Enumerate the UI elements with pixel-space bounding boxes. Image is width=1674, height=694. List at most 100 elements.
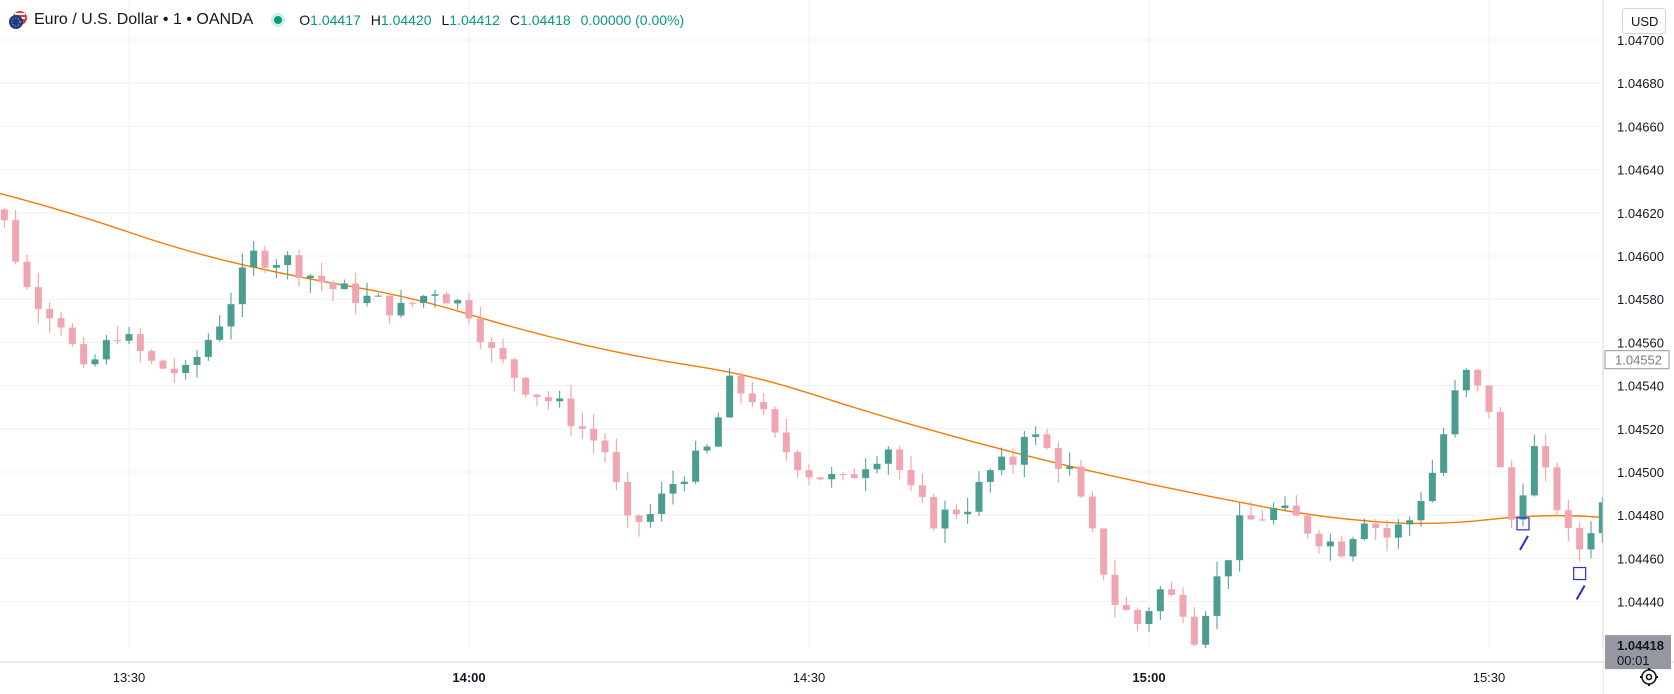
candle-body [828, 473, 836, 480]
candle-body [499, 348, 507, 360]
time-tick-label: 14:00 [452, 670, 485, 685]
symbol-title[interactable]: Euro / U.S. Dollar • 1 • OANDA [34, 11, 254, 28]
candle-body [1020, 436, 1028, 465]
candle-body [318, 275, 326, 283]
candle-body [1530, 446, 1538, 496]
candle-body [57, 318, 65, 328]
candle-body [760, 402, 768, 410]
candle-body [1598, 502, 1606, 534]
candle-body [964, 511, 972, 515]
candle-body [1213, 576, 1221, 616]
candle-body [46, 308, 54, 319]
candle-body [1417, 501, 1425, 521]
price-tick-label: 1.04460 [1617, 551, 1664, 566]
open-key: O [299, 12, 311, 28]
candle-body [782, 432, 790, 453]
candle-body [624, 481, 632, 516]
candle-body [1122, 604, 1130, 610]
candle-body [703, 446, 711, 451]
trade-marker-box[interactable] [1573, 566, 1587, 581]
settings-gear-icon[interactable] [1638, 666, 1660, 688]
candle-body [692, 450, 700, 482]
last-price-label: 1.04418 [1617, 638, 1664, 653]
candle-body [1179, 594, 1187, 617]
ohlc-values: O1.04417 H1.04420 L1.04412 C1.04418 0.00… [299, 12, 684, 28]
chart-header: Euro / U.S. Dollar • 1 • OANDA O1.04417 … [8, 8, 684, 32]
candle-body [1145, 611, 1153, 625]
candle-body [1304, 515, 1312, 534]
candle-body [771, 409, 779, 433]
candle-body [1247, 515, 1255, 520]
candle-body [680, 481, 688, 485]
candle-body [873, 463, 881, 470]
candle-body [635, 515, 643, 522]
candle-body [1054, 448, 1062, 469]
candle-body [941, 509, 949, 529]
candle-body [1009, 456, 1017, 465]
candle-body [284, 255, 292, 266]
trade-marker-arrow [1519, 535, 1529, 551]
time-tick-label: 15:00 [1132, 670, 1165, 685]
candle-body [1043, 434, 1051, 449]
candle-body [408, 302, 416, 304]
candle-body [250, 250, 258, 268]
candle-body [1564, 510, 1572, 529]
candle-body [998, 456, 1006, 471]
candle-body [363, 295, 371, 304]
candle-body [12, 220, 20, 262]
candle-body [1576, 528, 1584, 550]
candle-body [148, 350, 156, 361]
candle-body [1394, 524, 1402, 538]
currency-button[interactable]: USD [1622, 8, 1666, 34]
candle-body [612, 452, 620, 482]
price-tick-label: 1.04700 [1617, 33, 1664, 48]
price-axis-bg[interactable] [1603, 0, 1674, 694]
candle-body [805, 470, 813, 478]
time-axis-bg[interactable] [0, 648, 1603, 694]
price-tick-label: 1.04600 [1617, 249, 1664, 264]
trade-marker-box[interactable] [1516, 517, 1530, 531]
candle-body [522, 377, 530, 395]
candle-body [34, 287, 42, 309]
time-tick-label: 13:30 [113, 670, 146, 685]
candle-body [91, 359, 99, 365]
candle-body [646, 514, 654, 522]
candle-body [794, 452, 802, 471]
candle-body [601, 440, 609, 453]
candle-body [1202, 615, 1210, 645]
candle-body [216, 326, 224, 340]
candle-body [340, 283, 348, 290]
candle-body [125, 334, 133, 341]
candle-body [1168, 589, 1176, 595]
candle-body [1428, 472, 1436, 502]
candle-body [1338, 541, 1346, 557]
candle-body [884, 449, 892, 464]
candle-body [975, 481, 983, 512]
candle-body [352, 283, 360, 304]
price-tick-label: 1.04480 [1617, 508, 1664, 523]
candle-body [159, 360, 167, 369]
candle-body [1281, 505, 1289, 509]
current-price-box [1604, 350, 1670, 370]
candle-body [227, 304, 235, 327]
candle-body [918, 485, 926, 497]
candle-body [476, 318, 484, 343]
candle-body [1496, 411, 1504, 468]
candle-body [1088, 496, 1096, 529]
euro-dollar-flag-icon [9, 11, 27, 29]
candle-body [726, 375, 734, 418]
candle-body [510, 359, 518, 378]
candle-body [420, 295, 428, 303]
candle-body [80, 344, 88, 365]
candle-body [1066, 466, 1074, 469]
change-value: 0.00000 (0.00%) [580, 12, 685, 28]
candle-body [839, 473, 847, 475]
candle-body [238, 267, 246, 305]
candle-body [533, 394, 541, 398]
candle-body [1451, 390, 1459, 435]
market-status-icon [271, 13, 286, 27]
candle-body [1406, 520, 1414, 525]
candle-body [1519, 495, 1527, 520]
candle-body [1077, 466, 1085, 497]
